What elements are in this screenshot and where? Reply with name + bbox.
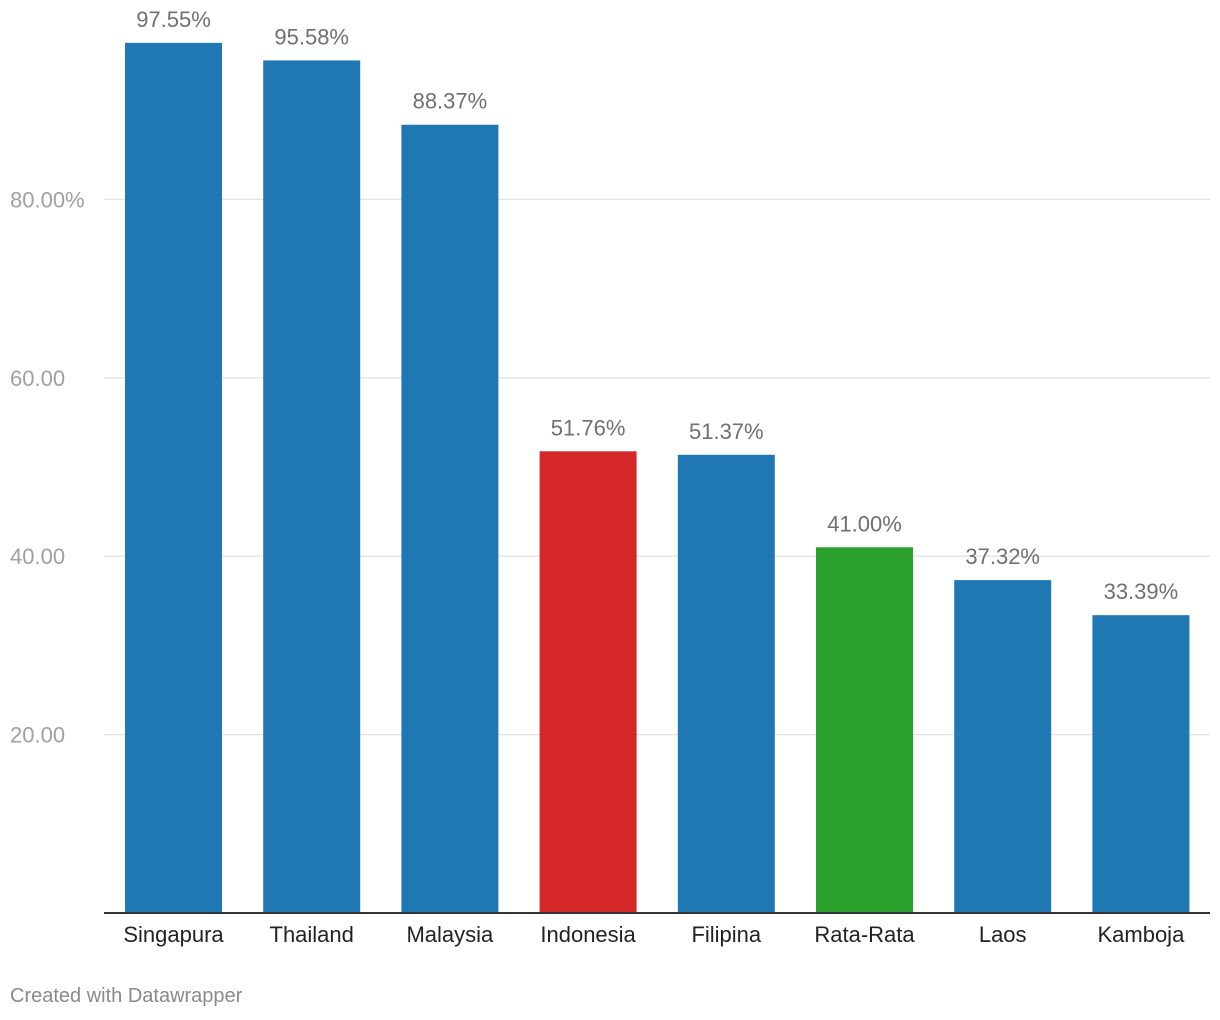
bar — [954, 580, 1052, 913]
x-tick-label: Rata-Rata — [814, 922, 915, 947]
y-tick-labels: 20.00 40.00 60.00 80.00% — [10, 187, 85, 747]
bar — [125, 42, 222, 913]
data-label: 33.39% — [1104, 579, 1179, 604]
x-tick-label: Thailand — [270, 922, 354, 947]
bar — [816, 547, 913, 913]
bar — [539, 451, 637, 913]
bar — [1092, 615, 1190, 913]
bar — [677, 454, 775, 913]
y-tick-label: 40.00 — [10, 544, 65, 569]
y-tick-label: 20.00 — [10, 723, 65, 748]
data-label: 41.00% — [827, 511, 902, 536]
bar — [263, 60, 361, 914]
value-labels: 97.55% 95.58% 88.37% 51.76% 51.37% 41.00% 37.3… — [136, 7, 1178, 604]
x-tick-label: Filipina — [691, 922, 761, 947]
y-tick-label: 80.00% — [10, 187, 85, 212]
data-label: 95.58% — [274, 24, 349, 49]
x-tick-label: Kamboja — [1097, 922, 1185, 947]
data-label: 88.37% — [413, 89, 488, 114]
x-tick-label: Malaysia — [406, 922, 494, 947]
data-label: 37.32% — [965, 544, 1040, 569]
category-labels: Singapura Thailand Malaysia Indonesia Filipi… — [123, 922, 1185, 947]
bar — [401, 124, 499, 913]
x-tick-label: Singapura — [123, 922, 224, 947]
x-tick-label: Laos — [979, 922, 1027, 947]
x-tick-label: Indonesia — [540, 922, 636, 947]
data-label: 51.76% — [551, 415, 626, 440]
bar-chart: 97.55% 95.58% 88.37% 51.76% 51.37% 41.00% 37.3… — [10, 7, 1210, 947]
data-label: 51.37% — [689, 419, 764, 444]
footer-credit: Created with Datawrapper — [10, 985, 243, 1007]
bars — [125, 42, 1190, 914]
data-label: 97.55% — [136, 7, 211, 32]
y-tick-label: 60.00 — [10, 366, 65, 391]
